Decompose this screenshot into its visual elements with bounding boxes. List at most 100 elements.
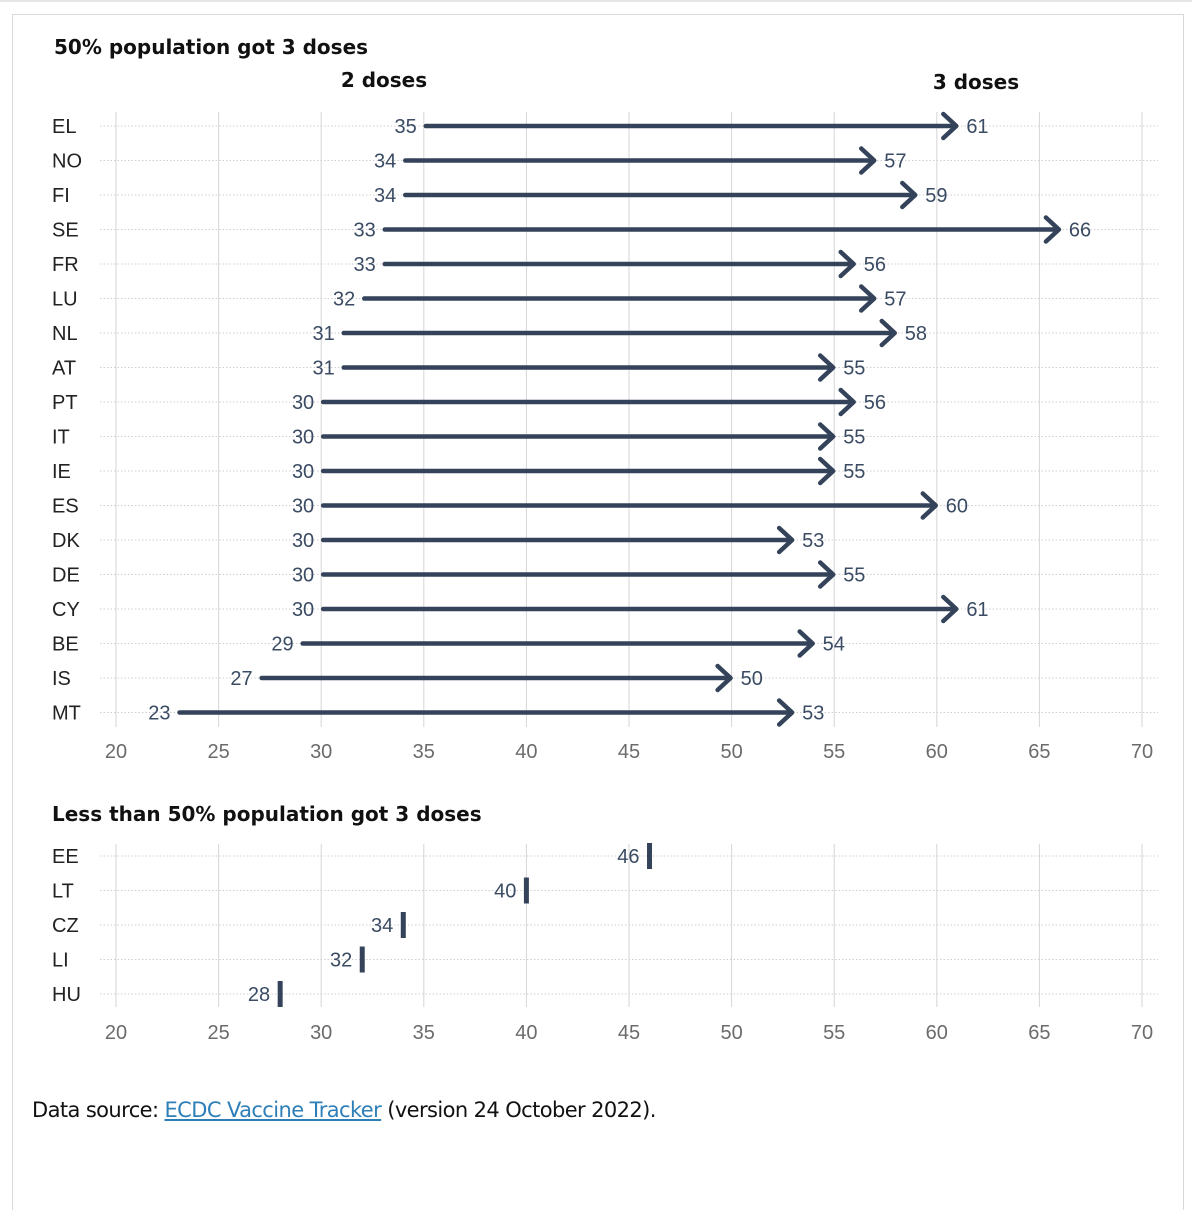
label-2-doses-fr: 33 [354,254,376,276]
label-3-doses-se: 66 [1069,220,1091,242]
arrow-head-at [817,353,836,382]
panel2-country-label-cz: CZ [52,915,79,937]
panel2-title: Less than 50% population got 3 doses [52,802,482,826]
arrow-head-pt [838,387,856,417]
arrow-head-cy [941,594,959,624]
label-3-doses-it: 55 [843,427,865,449]
panel1-x-tick-60: 60 [926,741,948,763]
label-2-doses-dk: 30 [292,530,314,552]
panel2-x-tick-45: 45 [618,1022,640,1044]
panel1-x-tick-30: 30 [310,741,332,763]
figure-frame [12,14,1184,1210]
panel1-country-label-at: AT [52,358,76,380]
panel2-country-label-li: LI [52,950,69,972]
label-3-doses-de: 55 [843,565,865,587]
panel2-x-tick-20: 20 [105,1022,127,1044]
label-2-doses-es: 30 [292,496,314,518]
arrow-head-is [715,663,733,693]
value-label-li: 32 [330,950,352,972]
arrow-head-el [941,111,959,141]
label-3-doses-mt: 53 [802,703,824,725]
label-2-doses-be: 29 [271,634,293,656]
panel1-x-tick-45: 45 [618,741,640,763]
panel1-country-label-lu: LU [52,289,78,311]
panel2-x-tick-50: 50 [720,1022,742,1044]
value-label-cz: 34 [371,915,393,937]
data-source-note: Data source: ECDC Vaccine Tracker (versi… [32,1098,656,1122]
panel1-x-tick-55: 55 [823,741,845,763]
panel1-x-tick-35: 35 [413,741,435,763]
label-3-doses-es: 60 [946,496,968,518]
panel1-x-tick-40: 40 [515,741,537,763]
top-rule [0,0,1192,2]
arrow-head-mt [776,698,795,727]
label-3-doses-lu: 57 [884,289,906,311]
panel1-country-label-cy: CY [52,599,80,621]
label-2-doses-el: 35 [395,116,417,138]
label-2-doses-lu: 32 [333,289,355,311]
arrow-head-fr [838,249,856,279]
label-2-doses-at: 31 [312,358,334,380]
label-2-doses-cy: 30 [292,599,314,621]
panel1-x-tick-20: 20 [105,741,127,763]
label-2-doses-mt: 23 [148,703,170,725]
panel2-country-label-lt: LT [52,881,74,903]
label-2-doses-ie: 30 [292,461,314,483]
label-3-doses-is: 50 [741,668,763,690]
label-3-doses-el: 61 [966,116,988,138]
label-3-doses-at: 55 [843,358,865,380]
marker-lt [523,877,529,904]
label-3-doses-fr: 56 [864,254,886,276]
arrow-head-de [817,560,836,589]
panel1-country-label-mt: MT [52,703,81,725]
label-2-doses-it: 30 [292,427,314,449]
arrow-head-lu [858,284,877,313]
marker-li [359,946,365,973]
value-label-ee: 46 [617,846,639,868]
panel2-x-tick-70: 70 [1131,1022,1153,1044]
label-3-doses-ie: 55 [843,461,865,483]
arrow-head-es [920,491,939,520]
label-2-doses-de: 30 [292,565,314,587]
panel2-country-label-ee: EE [52,846,79,868]
panel1-country-label-pt: PT [52,392,78,414]
panel1-country-label-se: SE [52,220,79,242]
panel2-x-tick-65: 65 [1028,1022,1050,1044]
arrow-head-be [797,629,815,658]
label-2-doses-is: 27 [230,668,252,690]
panel2-country-label-hu: HU [52,984,81,1006]
panel2-x-tick-55: 55 [823,1022,845,1044]
panel1-country-label-fr: FR [52,254,79,276]
panel2-x-tick-40: 40 [515,1022,537,1044]
panel1-country-label-nl: NL [52,323,78,345]
label-2-doses-fi: 34 [374,185,396,207]
panel1-country-label-fi: FI [52,185,70,207]
panel1-x-tick-50: 50 [720,741,742,763]
label-2-doses-no: 34 [374,151,396,173]
panel1-country-label-no: NO [52,151,82,173]
label-3-doses-fi: 59 [925,185,947,207]
label-3-doses-no: 57 [884,151,906,173]
panel1-x-tick-70: 70 [1131,741,1153,763]
panel2-x-tick-35: 35 [413,1022,435,1044]
panel1-country-label-it: IT [52,427,70,449]
marker-cz [400,912,406,938]
label-2-doses-nl: 31 [312,323,334,345]
panel1-header-2-doses: 2 doses [341,68,427,92]
panel2-x-tick-60: 60 [926,1022,948,1044]
arrow-head-ie [817,456,836,486]
panel1-country-label-dk: DK [52,530,80,552]
marker-hu [277,981,283,1007]
arrow-head-fi [900,180,918,210]
arrow-head-it [817,422,836,451]
marker-ee [647,843,653,869]
label-2-doses-pt: 30 [292,392,314,414]
arrow-head-no [858,146,877,175]
ecdc-vaccine-tracker-link[interactable]: ECDC Vaccine Tracker [164,1098,382,1122]
panel2-x-tick-30: 30 [310,1022,332,1044]
panel1-x-tick-65: 65 [1028,741,1050,763]
arrow-head-nl [879,318,898,348]
label-3-doses-dk: 53 [802,530,824,552]
value-label-lt: 40 [494,881,516,903]
panel1-country-label-de: DE [52,565,80,587]
